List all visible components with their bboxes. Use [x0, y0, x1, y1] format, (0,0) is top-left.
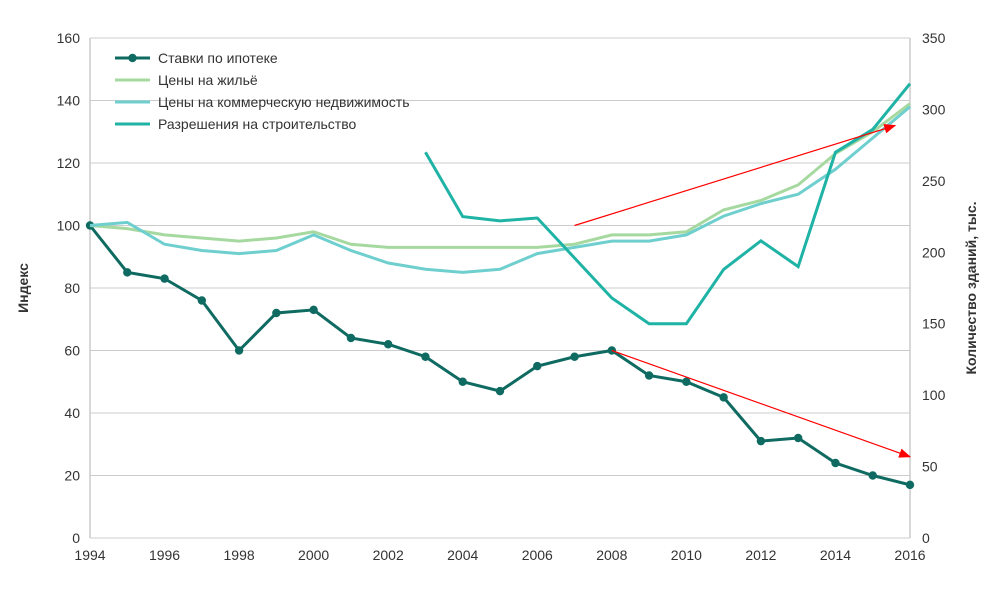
marker-mortgage_rates — [570, 353, 578, 361]
x-tick-label: 2010 — [671, 547, 702, 563]
marker-mortgage_rates — [719, 393, 727, 401]
x-tick-label: 1998 — [224, 547, 255, 563]
x-tick-label: 2002 — [373, 547, 404, 563]
line-chart: 0 20 40 60 80 100 120 140 160 0 50 100 150 200 250 300 3… — [0, 0, 1000, 600]
x-tick-label: 2016 — [894, 547, 925, 563]
marker-mortgage_rates — [421, 353, 429, 361]
marker-mortgage_rates — [682, 378, 690, 386]
legend-marker-mortgage_rates — [128, 54, 136, 62]
marker-mortgage_rates — [309, 306, 317, 314]
marker-mortgage_rates — [459, 378, 467, 386]
marker-mortgage_rates — [533, 362, 541, 370]
legend-label-mortgage_rates: Ставки по ипотеке — [158, 50, 278, 66]
marker-mortgage_rates — [384, 340, 392, 348]
y-left-tick-label: 140 — [57, 93, 81, 109]
y-left-tick-label: 60 — [64, 343, 80, 359]
marker-mortgage_rates — [496, 387, 504, 395]
series-mortgage_rates — [90, 226, 910, 485]
y-left-title: Индекс — [15, 263, 31, 313]
x-tick-label: 1996 — [149, 547, 180, 563]
x-tick-label: 2006 — [522, 547, 553, 563]
marker-mortgage_rates — [235, 346, 243, 354]
y-left-tick-label: 40 — [64, 405, 80, 421]
marker-mortgage_rates — [831, 459, 839, 467]
y-right-tick-label: 0 — [922, 530, 930, 546]
marker-mortgage_rates — [869, 471, 877, 479]
marker-mortgage_rates — [272, 309, 280, 317]
trend-arrow-0 — [575, 126, 896, 226]
y-left-tick-label: 120 — [57, 155, 81, 171]
marker-mortgage_rates — [123, 268, 131, 276]
legend-label-building_permits: Разрешения на строительство — [158, 116, 356, 132]
x-tick-label: 2014 — [820, 547, 851, 563]
y-right-tick-label: 250 — [922, 173, 946, 189]
marker-mortgage_rates — [347, 334, 355, 342]
y-left-tick-label: 0 — [72, 530, 80, 546]
x-tick-label: 1994 — [74, 547, 105, 563]
legend-label-commercial_re: Цены на коммерческую недвижимость — [158, 94, 410, 110]
marker-mortgage_rates — [160, 274, 168, 282]
marker-mortgage_rates — [645, 371, 653, 379]
x-tick-label: 2004 — [447, 547, 478, 563]
legend-label-housing_prices: Цены на жильё — [158, 72, 258, 88]
y-left-tick-label: 20 — [64, 468, 80, 484]
y-right-tick-label: 150 — [922, 316, 946, 332]
y-right-tick-label: 100 — [922, 387, 946, 403]
marker-mortgage_rates — [757, 437, 765, 445]
y-left-tick-label: 80 — [64, 280, 80, 296]
y-right-tick-label: 350 — [922, 30, 946, 46]
y-right-title: Количество зданий, тыс. — [963, 201, 979, 374]
y-left-tick-label: 100 — [57, 218, 81, 234]
x-tick-label: 2008 — [596, 547, 627, 563]
marker-mortgage_rates — [906, 481, 914, 489]
marker-mortgage_rates — [794, 434, 802, 442]
y-right-tick-label: 50 — [922, 459, 938, 475]
y-right-tick-label: 300 — [922, 101, 946, 117]
marker-mortgage_rates — [198, 296, 206, 304]
y-right-tick-label: 200 — [922, 244, 946, 260]
x-tick-label: 2012 — [745, 547, 776, 563]
y-left-tick-label: 160 — [57, 30, 81, 46]
x-tick-label: 2000 — [298, 547, 329, 563]
